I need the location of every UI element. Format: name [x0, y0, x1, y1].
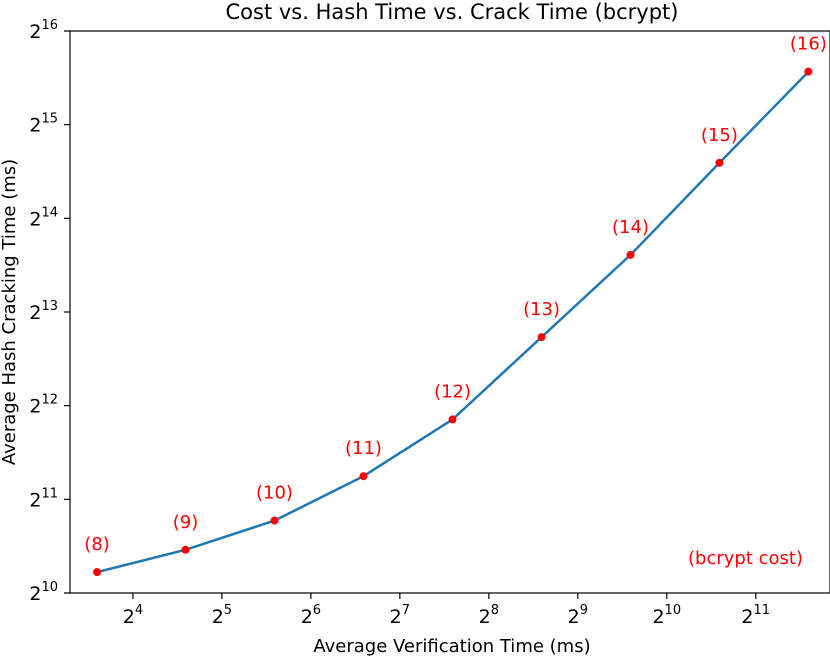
point-label: (8) — [84, 534, 110, 555]
x-axis-label: Average Verification Time (ms) — [313, 636, 590, 657]
point-label: (11) — [345, 438, 382, 459]
x-tick-label: 29 — [568, 603, 588, 628]
data-point — [448, 415, 457, 424]
point-label: (13) — [523, 299, 560, 320]
x-tick-label: 28 — [479, 603, 499, 628]
y-tick-label: 213 — [29, 299, 58, 324]
data-point — [359, 472, 368, 481]
y-tick-label: 214 — [29, 205, 58, 230]
x-tick-label: 210 — [652, 603, 681, 628]
data-point — [626, 250, 635, 259]
x-tick-label: 25 — [212, 603, 232, 628]
y-tick-label: 216 — [29, 18, 58, 43]
data-point — [93, 568, 102, 577]
point-label: (15) — [701, 125, 738, 146]
x-tick-label: 27 — [390, 603, 410, 628]
data-point — [537, 333, 546, 342]
x-tick-label: 211 — [741, 603, 770, 628]
chart-title: Cost vs. Hash Time vs. Crack Time (bcryp… — [226, 0, 679, 24]
point-label: (14) — [612, 217, 649, 238]
data-point — [715, 158, 724, 167]
x-axis: 24 25 26 27 28 29 210 211 — [123, 593, 770, 628]
data-points — [93, 67, 813, 577]
y-tick-label: 210 — [29, 580, 58, 605]
cost-annotation: (bcrypt cost) — [688, 548, 803, 569]
point-label: (16) — [790, 34, 827, 55]
point-label: (10) — [256, 483, 293, 504]
y-axis: 210 211 212 213 214 215 216 — [29, 18, 70, 605]
series-line — [96, 70, 810, 574]
point-label: (9) — [173, 512, 199, 533]
data-point — [270, 516, 279, 525]
y-tick-label: 211 — [29, 486, 58, 511]
data-point — [804, 67, 813, 76]
x-tick-label: 26 — [301, 603, 321, 628]
data-point — [181, 545, 190, 554]
point-label: (12) — [434, 381, 471, 402]
y-axis-label: Average Hash Cracking Time (ms) — [0, 159, 20, 465]
y-tick-label: 215 — [29, 112, 58, 137]
point-labels: (8) (9) (10) (11) (12) (13) (14) (15) (16) — [84, 34, 827, 555]
x-tick-label: 24 — [123, 603, 143, 628]
plot-frame — [69, 30, 830, 594]
y-tick-label: 212 — [29, 393, 58, 418]
